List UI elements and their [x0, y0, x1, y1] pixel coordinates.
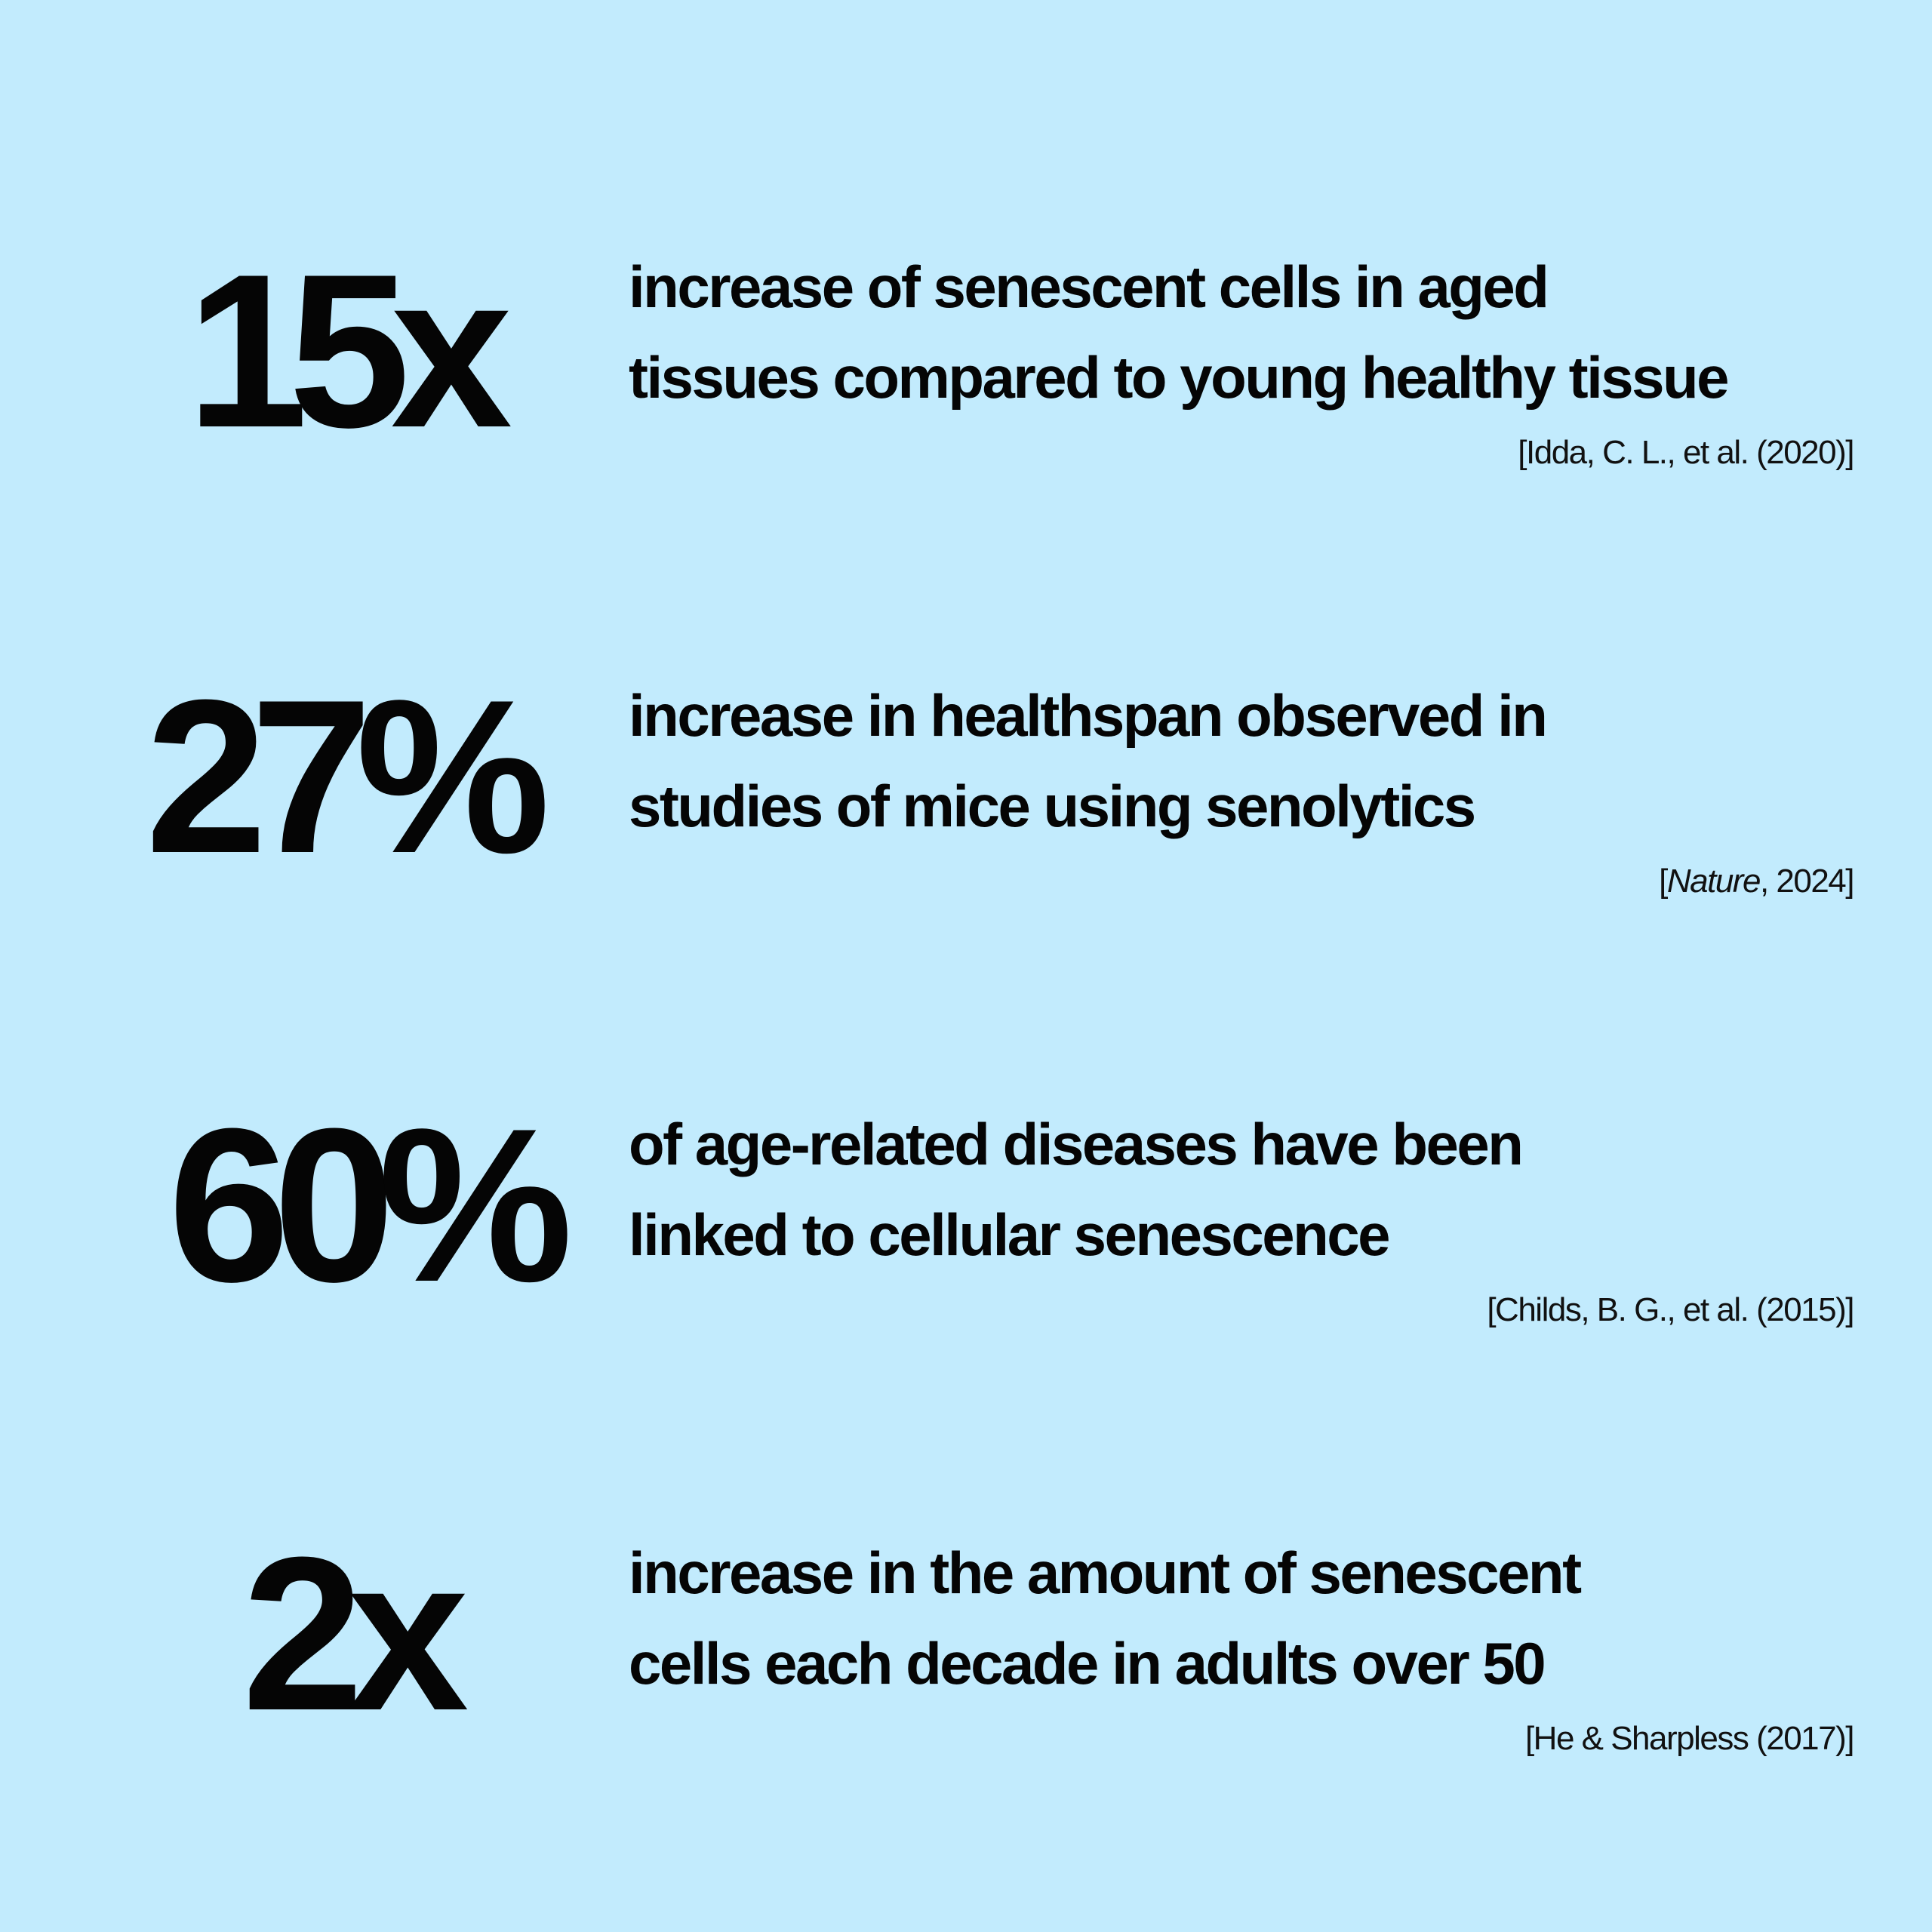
stat-citation: [Idda, C. L., et al. (2020)] [1518, 434, 1854, 471]
stat-citation: [He & Sharpless (2017)] [1524, 1720, 1855, 1757]
stat-description-line: cells each decade in adults over 50 [629, 1630, 1546, 1697]
stat-value: 27% [145, 654, 550, 899]
citation-journal: Nature [1666, 863, 1761, 900]
stat-description: increase in the amount of senescent cell… [629, 1527, 1851, 1709]
stat-description-line: increase of senescent cells in aged [629, 254, 1549, 320]
stat-block-1: 15x increase of senescent cells in aged … [0, 226, 1932, 619]
stat-block-3: 60% of age-related diseases have been li… [0, 1084, 1932, 1476]
stat-description-line: increase in healthspan observed in [629, 682, 1548, 749]
citation-year: , 2024] [1759, 863, 1855, 900]
stat-citation: [Nature, 2024] [1659, 865, 1854, 898]
stat-description: increase of senescent cells in aged tiss… [629, 242, 1851, 423]
stat-description-line: increase in the amount of senescent [629, 1540, 1582, 1606]
stat-block-4: 2x increase in the amount of senescent c… [0, 1512, 1932, 1905]
stat-value: 2x [242, 1512, 469, 1756]
stat-value: 15x [186, 229, 512, 473]
stat-citation: [Childs, B. G., et al. (2015)] [1487, 1291, 1854, 1328]
stat-description-line: studies of mice using senolytics [629, 773, 1476, 839]
stat-description-line: of age-related diseases have been [629, 1111, 1524, 1177]
stat-description-line: tissues compared to young healthy tissue [629, 344, 1730, 411]
stat-description-line: linked to cellular senescence [629, 1201, 1391, 1268]
stat-value: 60% [168, 1083, 573, 1327]
stat-block-2: 27% increase in healthspan observed in s… [0, 655, 1932, 1048]
stat-description: of age-related diseases have been linked… [629, 1099, 1851, 1280]
stat-description: increase in healthspan observed in studi… [629, 670, 1851, 851]
citation-bracket-open: [ [1659, 863, 1668, 900]
